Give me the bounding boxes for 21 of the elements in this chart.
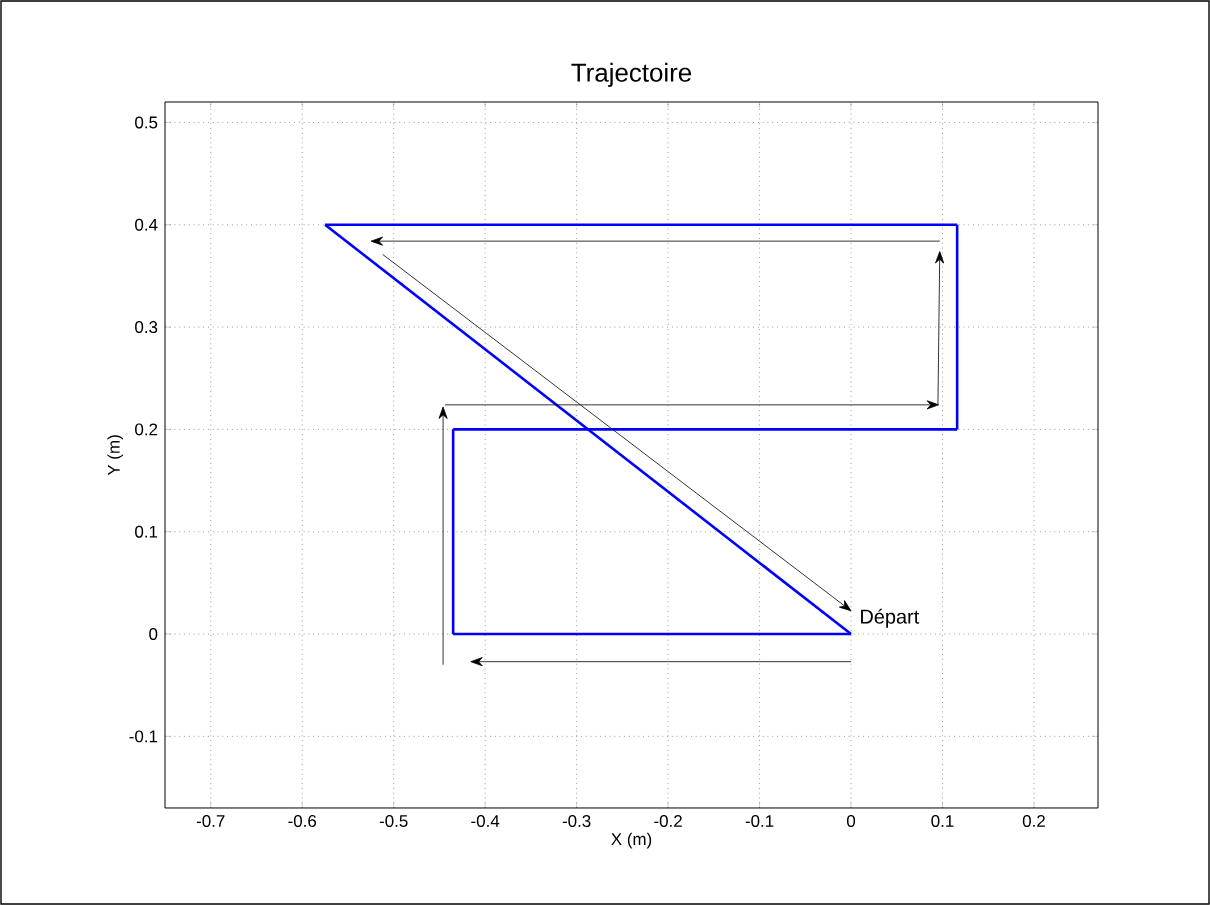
x-tick-label: -0.3	[562, 815, 591, 827]
y-tick-label: 0.2	[135, 423, 158, 436]
x-tick-label: 0.1	[931, 815, 954, 827]
x-tick-label: -0.4	[471, 815, 500, 827]
annotation: Départ	[861, 608, 920, 628]
chart-title: Trajectoire	[571, 62, 692, 87]
y-tick-label: 0.1	[135, 525, 158, 538]
x-tick-label: -0.5	[379, 815, 408, 827]
x-tick-label: -0.1	[745, 815, 774, 827]
x-tick-label: 0	[846, 815, 856, 827]
x-tick-label: -0.2	[654, 815, 682, 827]
x-axis-title: X (m)	[611, 832, 652, 849]
x-tick-label: -0.6	[288, 815, 317, 827]
x-tick-label: 0.2	[1022, 815, 1045, 827]
x-tick-label: -0.7	[196, 815, 225, 827]
y-tick-label: -0.1	[129, 730, 158, 743]
y-tick-label: 0.3	[135, 321, 158, 334]
y-tick-label: 0.5	[135, 116, 158, 129]
y-tick-label: 0.4	[135, 218, 158, 231]
y-axis-title: Y (m)	[107, 435, 124, 476]
y-tick-label: 0	[149, 628, 158, 641]
